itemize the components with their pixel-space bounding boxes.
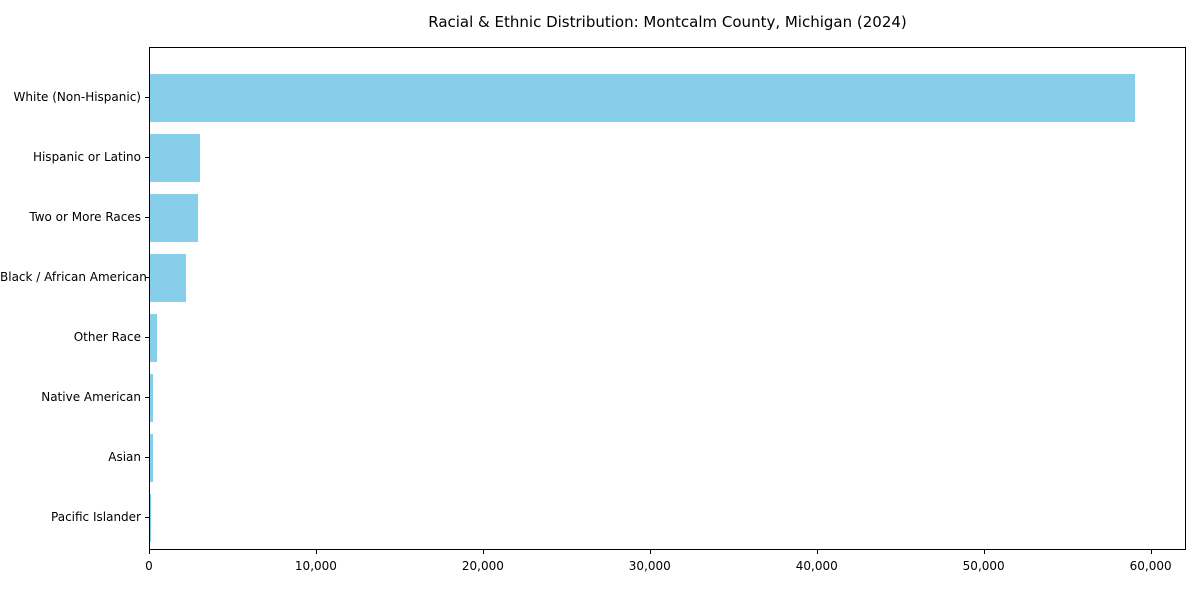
x-tick-mark [149, 550, 150, 554]
x-tick-mark [816, 550, 818, 554]
y-tick-mark [145, 397, 149, 398]
x-tick-label: 40,000 [795, 559, 838, 573]
chart-title: Racial & Ethnic Distribution: Montcalm C… [428, 13, 907, 31]
x-tick-label: 50,000 [962, 559, 1005, 573]
y-axis-label: Asian [108, 450, 141, 464]
x-tick-label: 20,000 [461, 559, 504, 573]
y-tick-mark [145, 97, 149, 98]
x-tick-label: 60,000 [1129, 559, 1172, 573]
y-axis-label: Pacific Islander [51, 510, 141, 524]
y-tick-mark [145, 337, 149, 338]
bar [150, 434, 153, 482]
bar [150, 74, 1135, 122]
x-tick-label: 30,000 [628, 559, 671, 573]
y-tick-mark [145, 457, 149, 458]
bar [150, 254, 186, 302]
x-tick-mark [1150, 550, 1152, 554]
x-tick-label: 0 [145, 559, 153, 573]
y-tick-mark [145, 277, 149, 278]
x-tick-mark [482, 550, 484, 554]
y-axis-label: Black / African American [0, 270, 147, 284]
bar [150, 314, 157, 362]
y-tick-mark [145, 517, 149, 518]
y-tick-mark [145, 157, 149, 158]
x-tick-mark [649, 550, 651, 554]
bar [150, 374, 153, 422]
y-tick-mark [145, 217, 149, 218]
y-axis-label: White (Non-Hispanic) [13, 90, 141, 104]
x-tick-label: 10,000 [294, 559, 337, 573]
y-axis-label: Hispanic or Latino [32, 150, 141, 164]
bar [150, 134, 201, 182]
x-tick-mark [315, 550, 317, 554]
x-tick-mark [983, 550, 985, 554]
y-axis-label: Other Race [73, 330, 141, 344]
y-axis-label: Native American [41, 390, 141, 404]
plot-area [149, 47, 1186, 550]
y-axis-label: Two or More Races [29, 210, 141, 224]
bar [150, 194, 199, 242]
